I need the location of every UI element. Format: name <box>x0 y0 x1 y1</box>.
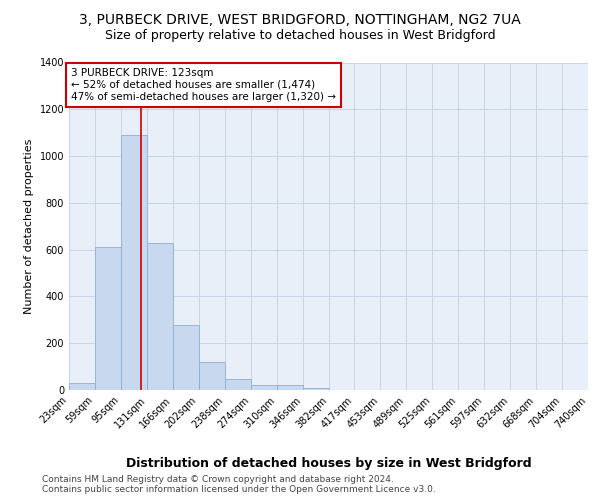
Y-axis label: Number of detached properties: Number of detached properties <box>24 138 34 314</box>
Bar <box>303 388 329 390</box>
Text: 3, PURBECK DRIVE, WEST BRIDGFORD, NOTTINGHAM, NG2 7UA: 3, PURBECK DRIVE, WEST BRIDGFORD, NOTTIN… <box>79 12 521 26</box>
Text: Distribution of detached houses by size in West Bridgford: Distribution of detached houses by size … <box>126 458 532 470</box>
Text: 3 PURBECK DRIVE: 123sqm
← 52% of detached houses are smaller (1,474)
47% of semi: 3 PURBECK DRIVE: 123sqm ← 52% of detache… <box>71 68 336 102</box>
Bar <box>224 380 251 390</box>
Bar <box>199 362 224 390</box>
Bar <box>69 383 95 390</box>
Bar <box>147 242 173 390</box>
Text: Contains HM Land Registry data © Crown copyright and database right 2024.
Contai: Contains HM Land Registry data © Crown c… <box>42 474 436 494</box>
Bar <box>173 324 199 390</box>
Bar <box>277 386 303 390</box>
Text: Size of property relative to detached houses in West Bridgford: Size of property relative to detached ho… <box>104 29 496 42</box>
Bar <box>95 248 121 390</box>
Bar <box>121 135 147 390</box>
Bar <box>251 386 277 390</box>
